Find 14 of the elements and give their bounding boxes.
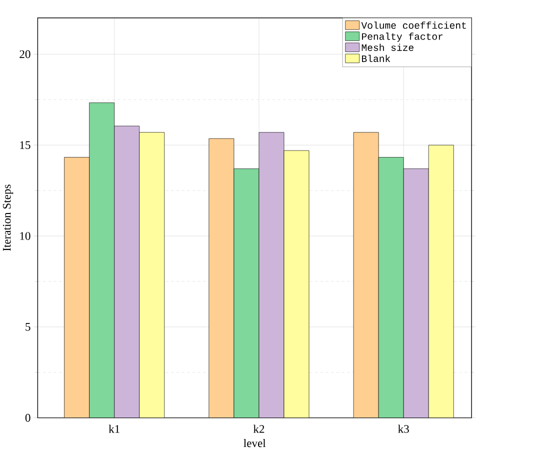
- legend-label: Blank: [362, 54, 390, 62]
- legend-label: Volume coefficient: [361, 21, 466, 29]
- y-tick-label: 10: [20, 232, 30, 240]
- y-tick-label: 5: [26, 322, 30, 331]
- legend-label: Mesh size: [362, 44, 414, 51]
- y-tick-label: 20: [20, 50, 30, 58]
- x-tick-label: k2: [253, 424, 264, 433]
- legend-label: Penalty factor: [362, 32, 443, 42]
- x-axis-title: level: [244, 438, 266, 447]
- y-axis-title: Iteration Steps: [2, 184, 14, 251]
- y-tick-label: 15: [20, 141, 30, 149]
- x-tick-label: k3: [398, 424, 409, 433]
- x-tick-label: k1: [108, 424, 120, 433]
- y-tick-label: 0: [25, 414, 30, 422]
